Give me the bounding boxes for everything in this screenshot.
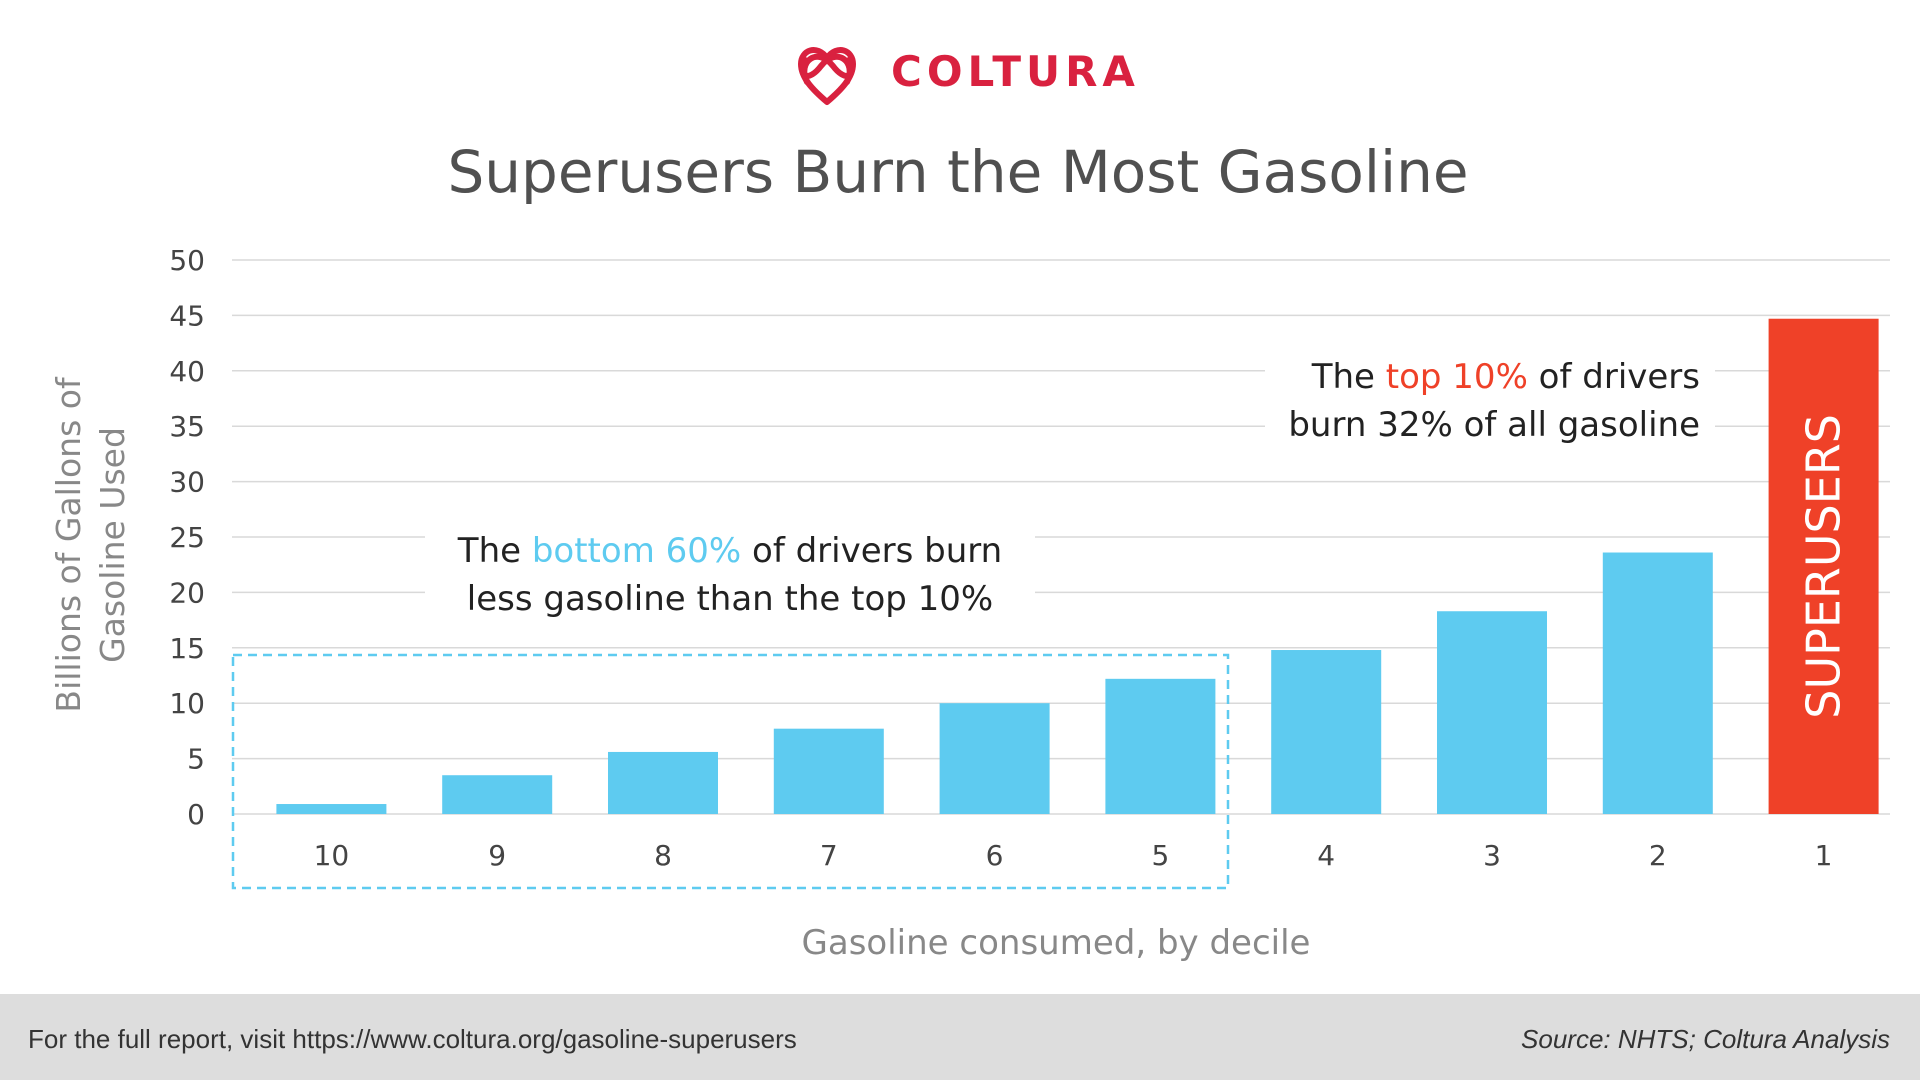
x-tick-label: 6: [986, 839, 1004, 872]
footer-source: Source: NHTS; Coltura Analysis: [1521, 1024, 1890, 1054]
bar-decile-5: [1105, 678, 1216, 814]
annotation-bottom-backdrop: [425, 520, 1035, 620]
bar-decile-9: [442, 775, 553, 814]
y-tick-label: 40: [169, 355, 205, 388]
bar-decile-3: [1437, 611, 1547, 814]
annotation-top-backdrop: [1265, 345, 1715, 445]
annotation-top-pre: The: [1311, 357, 1386, 397]
y-tick-label: 45: [169, 299, 205, 332]
bottom-60-highlight-box: [231, 653, 1230, 890]
bar-decile-2: [1602, 552, 1713, 814]
y-tick-label: 25: [169, 521, 205, 554]
annotation-bottom-pre: The: [457, 531, 532, 571]
bar-decile-7: [773, 728, 884, 814]
x-tick-label: 4: [1317, 839, 1335, 872]
y-axis-ticks: 0 5 10 15 20 25 30 35 40 45 50: [169, 244, 205, 831]
x-tick-label: 2: [1649, 839, 1667, 872]
annotation-bottom-highlight: bottom 60%: [532, 531, 741, 571]
bar-decile-10: [276, 804, 387, 814]
intertwined-hearts-icon: [798, 47, 856, 105]
x-tick-label: 5: [1151, 839, 1169, 872]
x-tick-label: 8: [654, 839, 672, 872]
chart-title: Superusers Burn the Most Gasoline: [447, 138, 1468, 206]
annotation-top-line-2: burn 32% of all gasoline: [1288, 405, 1700, 445]
footer-report-link[interactable]: For the full report, visit https://www.c…: [28, 1024, 797, 1054]
annotation-top-highlight: top 10%: [1386, 357, 1528, 397]
x-tick-label: 1: [1815, 839, 1833, 872]
bar-label-superusers: SUPERUSERS: [1797, 414, 1851, 719]
annotation-bottom-line-2: less gasoline than the top 10%: [467, 579, 993, 619]
annotation-top-post: of drivers: [1528, 357, 1700, 397]
annotation-bottom-line-1: The bottom 60% of drivers burn: [457, 531, 1002, 571]
x-tick-label: 10: [314, 839, 350, 872]
y-tick-label: 30: [169, 466, 205, 499]
bar-decile-8: [608, 751, 718, 814]
chart: COLTURA Superusers Burn the Most Gasolin…: [49, 47, 1890, 963]
bars: SUPERUSERS: [276, 318, 1879, 814]
brand-name: COLTURA: [891, 47, 1140, 96]
y-tick-label: 35: [169, 410, 205, 443]
footer: For the full report, visit https://www.c…: [0, 994, 1920, 1080]
y-tick-label: 20: [169, 576, 205, 609]
y-axis-label: Billions of Gallons of Gasoline Used: [49, 376, 132, 713]
bar-decile-6: [939, 703, 1050, 814]
y-tick-label: 15: [169, 632, 205, 665]
annotation-bottom-post: of drivers burn: [741, 531, 1002, 571]
x-tick-label: 7: [820, 839, 838, 872]
bar-decile-4: [1271, 650, 1382, 814]
x-axis-ticks: 10 9 8 7 6 5 4 3 2 1: [314, 839, 1833, 872]
y-tick-label: 0: [187, 798, 205, 831]
x-tick-label: 9: [488, 839, 506, 872]
y-axis-label-line-1: Billions of Gallons of: [49, 376, 88, 713]
x-axis-label: Gasoline consumed, by decile: [802, 923, 1311, 963]
coltura-logo: COLTURA: [798, 47, 1140, 105]
annotation-top-line-1: The top 10% of drivers: [1311, 357, 1700, 397]
y-tick-label: 50: [169, 244, 205, 277]
y-axis-label-line-2: Gasoline Used: [93, 427, 132, 663]
y-tick-label: 10: [169, 687, 205, 720]
bar-decile-1: [1768, 318, 1879, 814]
y-tick-label: 5: [187, 743, 205, 776]
x-tick-label: 3: [1483, 839, 1501, 872]
